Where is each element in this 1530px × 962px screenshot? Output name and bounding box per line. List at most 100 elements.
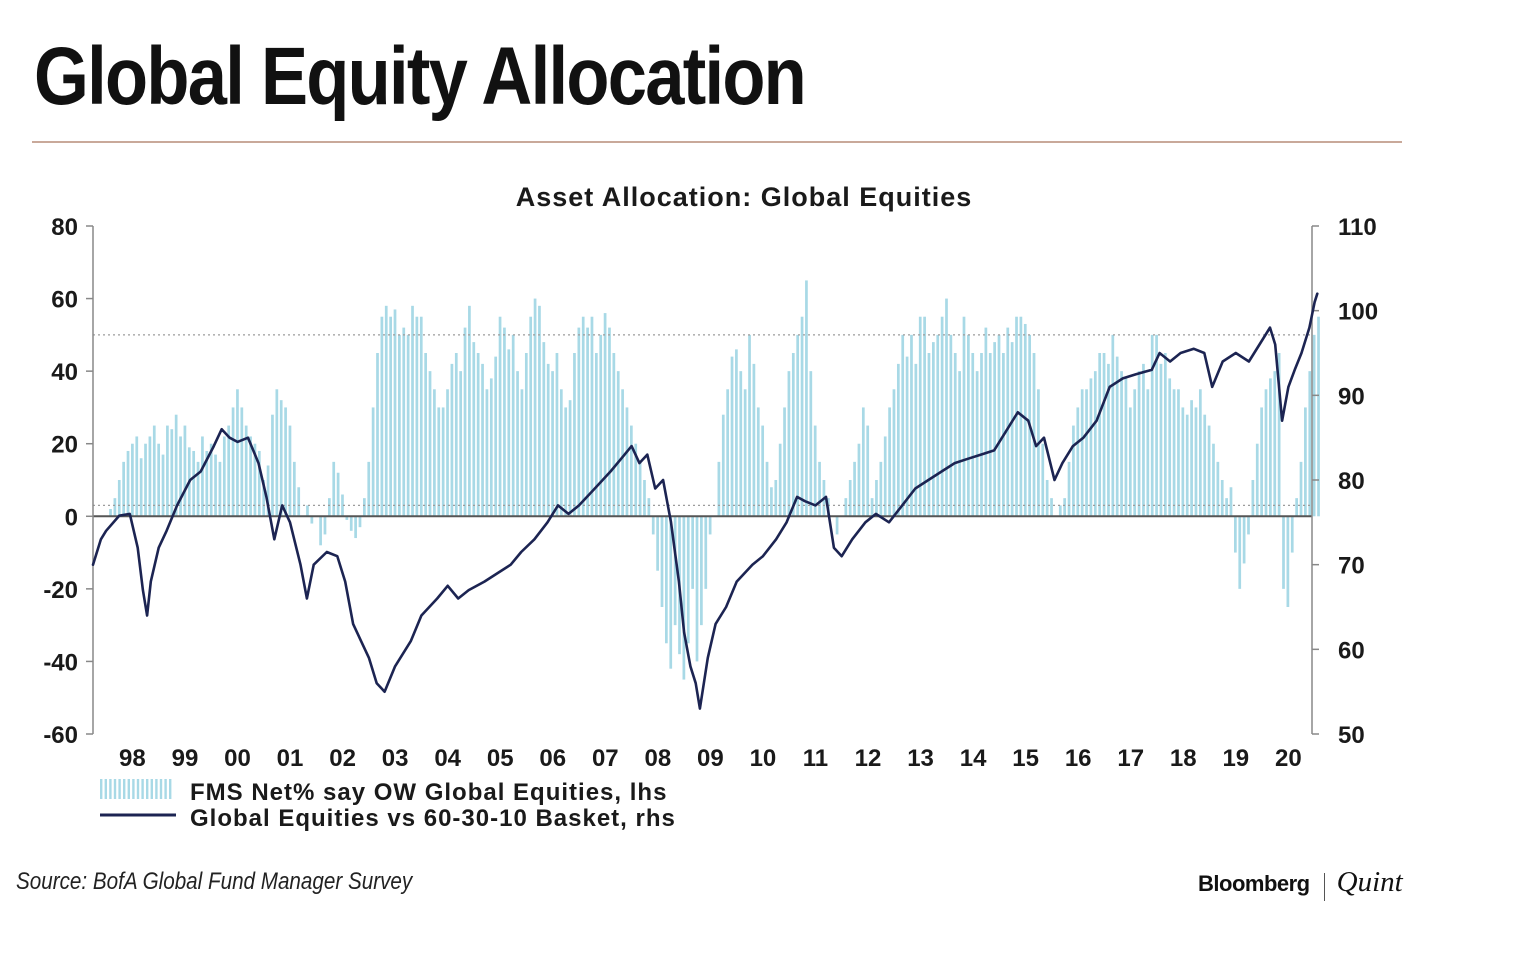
bar xyxy=(345,516,349,520)
bar xyxy=(844,498,848,517)
bar xyxy=(227,425,231,517)
x-tick-label: 11 xyxy=(803,745,828,772)
bar xyxy=(468,305,471,517)
bar xyxy=(1137,371,1141,517)
x-tick-label: 12 xyxy=(855,745,882,772)
x-tick-label: 18 xyxy=(1170,745,1197,772)
bar xyxy=(673,516,677,626)
bar xyxy=(787,371,791,517)
bar xyxy=(984,327,988,517)
bar xyxy=(1098,353,1102,517)
bar xyxy=(542,342,546,517)
bar xyxy=(883,436,887,517)
bar xyxy=(419,316,423,517)
bar xyxy=(949,334,953,517)
bar xyxy=(1295,498,1298,517)
bar xyxy=(818,461,821,517)
bar xyxy=(1146,389,1150,517)
bar xyxy=(1085,389,1088,517)
bar xyxy=(1317,316,1320,517)
legend-swatch-bar xyxy=(150,779,153,799)
bar xyxy=(240,407,244,517)
bar xyxy=(1181,407,1185,517)
bar xyxy=(507,349,511,517)
bar xyxy=(494,356,498,517)
bar xyxy=(756,407,760,517)
left-tick-label: 0 xyxy=(65,504,78,531)
bar xyxy=(1010,342,1014,517)
bar xyxy=(1216,461,1220,517)
left-tick-label: -20 xyxy=(43,577,78,604)
bar xyxy=(131,443,134,517)
bar xyxy=(209,443,213,517)
bar xyxy=(1290,516,1294,553)
right-tick-label: 100 xyxy=(1338,299,1378,326)
bar xyxy=(323,516,327,535)
bar xyxy=(538,305,541,517)
bar xyxy=(170,429,174,517)
bar xyxy=(936,334,940,517)
bar xyxy=(231,407,235,517)
brand-separator xyxy=(1323,872,1325,901)
bar xyxy=(476,353,480,517)
bar xyxy=(218,461,222,517)
bar xyxy=(1242,516,1246,564)
bar xyxy=(262,480,266,517)
bar xyxy=(279,400,283,517)
bar xyxy=(910,334,913,517)
bar xyxy=(932,342,935,517)
bar xyxy=(1273,371,1277,517)
bar xyxy=(1282,516,1285,589)
bar xyxy=(1238,516,1242,589)
bar xyxy=(940,316,944,517)
bar xyxy=(389,316,392,517)
bar xyxy=(761,425,765,517)
bar xyxy=(266,465,270,517)
bar xyxy=(524,353,528,517)
x-tick-label: 17 xyxy=(1117,745,1144,772)
bar xyxy=(997,334,1001,517)
bar xyxy=(555,353,559,517)
bar xyxy=(1124,378,1128,517)
x-tick-label: 03 xyxy=(382,745,409,772)
bar xyxy=(586,327,589,517)
bar xyxy=(581,316,585,517)
bar xyxy=(529,316,533,517)
bar xyxy=(1251,480,1255,517)
bar xyxy=(1304,407,1307,517)
bar xyxy=(533,298,537,517)
bar xyxy=(511,334,515,517)
bar xyxy=(892,389,896,517)
brand-bloomberg: Bloomberg xyxy=(1198,871,1310,896)
bar xyxy=(1229,487,1233,517)
bar xyxy=(148,436,152,517)
x-tick-label: 05 xyxy=(487,745,514,772)
bar xyxy=(384,305,388,517)
bar xyxy=(629,425,633,517)
bar xyxy=(1093,371,1097,517)
bar xyxy=(704,516,708,589)
x-tick-label: 07 xyxy=(592,745,619,772)
bar xyxy=(1269,378,1272,517)
legend-swatch-bar xyxy=(104,779,107,799)
bar xyxy=(166,425,169,517)
bar xyxy=(778,443,782,517)
bar xyxy=(489,378,493,517)
bar xyxy=(424,353,428,517)
bar xyxy=(1089,378,1093,517)
bar xyxy=(870,498,874,517)
bar xyxy=(800,316,804,517)
right-tick-label: 110 xyxy=(1338,214,1377,241)
bar xyxy=(848,480,852,517)
bar xyxy=(927,353,931,517)
legend-swatch-bar xyxy=(169,779,172,799)
bar xyxy=(257,450,261,517)
bar xyxy=(306,505,309,517)
bar xyxy=(1067,461,1071,517)
x-tick-label: 10 xyxy=(750,745,777,772)
bar xyxy=(179,436,182,517)
bar xyxy=(1155,334,1158,517)
left-tick-label: 40 xyxy=(51,359,78,386)
bar xyxy=(616,371,620,517)
bar xyxy=(958,371,961,517)
